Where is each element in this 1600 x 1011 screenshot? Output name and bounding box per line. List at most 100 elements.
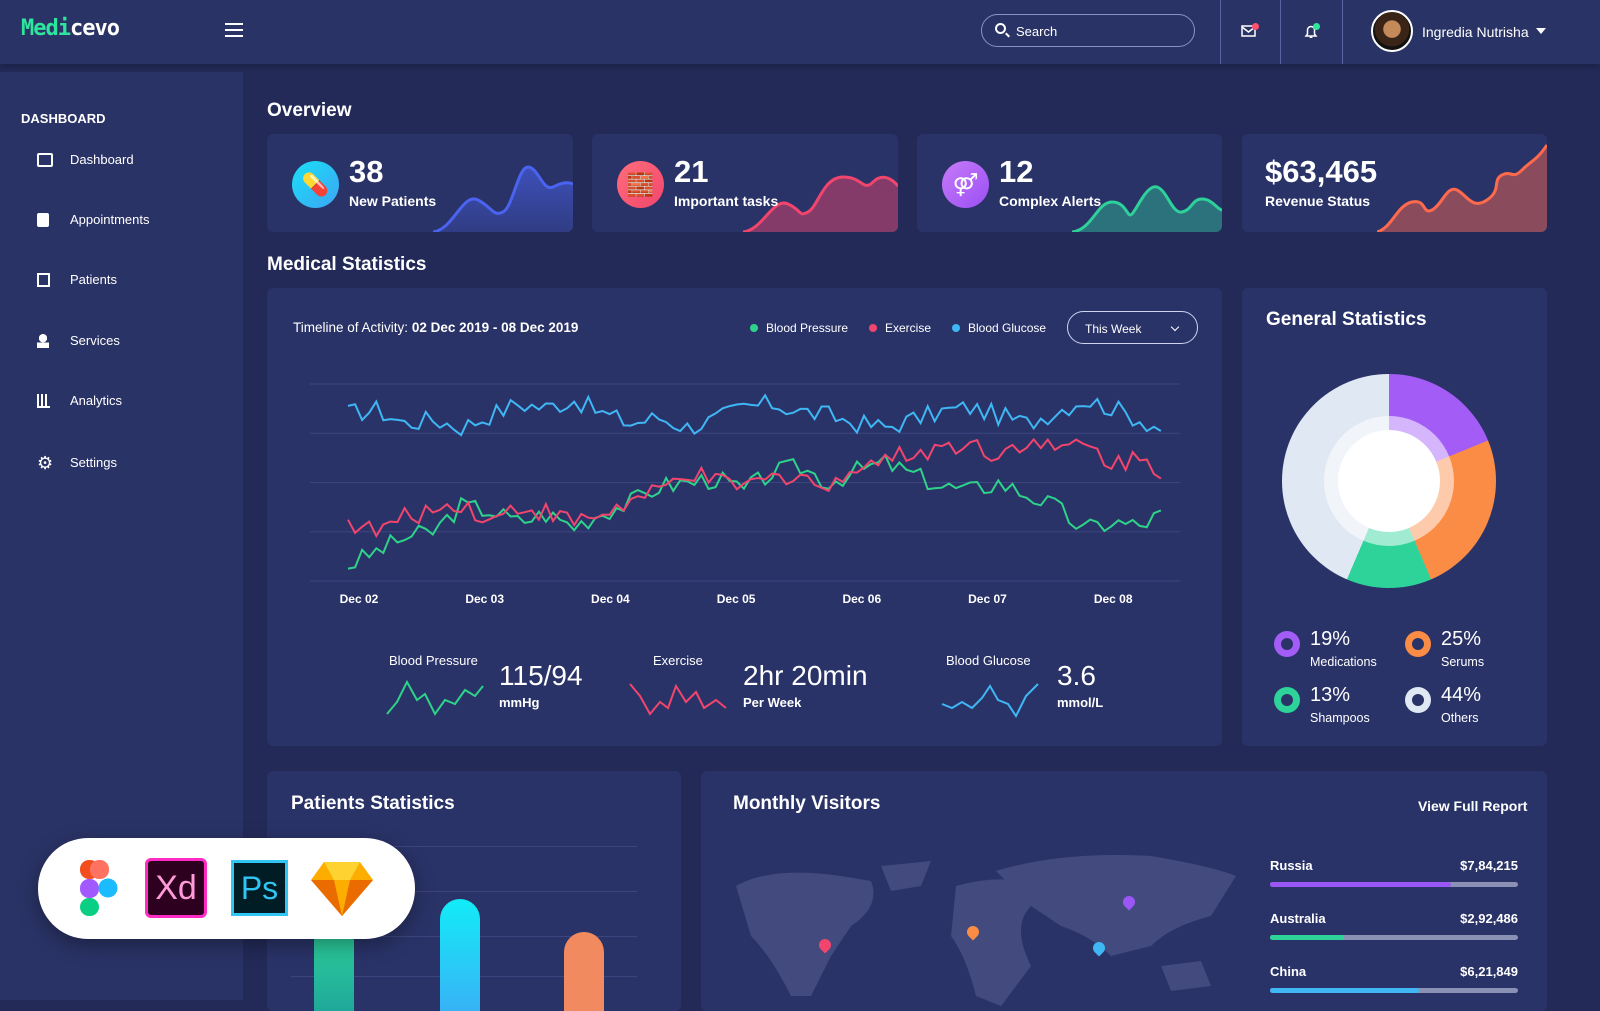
x-tick-label: Dec 06	[842, 592, 882, 606]
legend-percent: 44%	[1441, 684, 1482, 706]
legend-percent: 13%	[1310, 684, 1351, 706]
legend-blood-pressure[interactable]: Blood Pressure	[750, 321, 848, 335]
ring-icon	[1274, 631, 1300, 657]
patients-bar[interactable]	[564, 932, 604, 1011]
ring-icon	[1405, 631, 1431, 657]
stat-card-new-patients[interactable]: 💊 38 New Patients	[267, 134, 573, 232]
chevron-down-icon[interactable]	[1536, 28, 1546, 34]
top-header	[0, 0, 1600, 64]
divider	[1342, 0, 1343, 64]
series-line-exercise[interactable]	[347, 437, 1162, 539]
stat-value: 2hr 20min	[743, 660, 868, 691]
bricks-icon: 🧱	[617, 161, 664, 208]
country-progress	[1270, 935, 1518, 940]
medical-statistics-title: Medical Statistics	[267, 254, 427, 275]
avatar[interactable]	[1371, 10, 1413, 52]
divider	[1280, 0, 1281, 64]
x-tick-label: Dec 07	[968, 592, 1007, 606]
legend-label: Others	[1441, 711, 1479, 725]
menu-toggle-icon[interactable]	[225, 23, 243, 37]
sparkline	[1072, 185, 1222, 232]
series-line-blood-glucose[interactable]	[347, 393, 1162, 437]
sidebar-item-appointments[interactable]: Appointments	[37, 212, 150, 227]
country-row: Australia $2,92,486	[1270, 911, 1518, 940]
ring-icon	[1405, 687, 1431, 713]
stat-value: 38	[349, 154, 384, 189]
sparkline	[1377, 144, 1547, 232]
sidebar-item-analytics[interactable]: Analytics	[37, 393, 122, 408]
timeline-label: Timeline of Activity: 02 Dec 2019 - 08 D…	[293, 320, 579, 335]
country-amount: $2,92,486	[1460, 911, 1518, 926]
legend-percent: 19%	[1310, 628, 1351, 650]
adobe-xd-logo-icon: Xd	[145, 858, 207, 918]
country-row: China $6,21,849	[1270, 964, 1518, 993]
patients-bar[interactable]	[440, 899, 480, 1011]
search-input[interactable]: Search	[981, 14, 1195, 47]
stat-value: 21	[674, 154, 709, 189]
design-tools-badge: Xd Ps	[38, 838, 415, 939]
divider	[1220, 0, 1221, 64]
stat-card-revenue[interactable]: $63,465 Revenue Status	[1242, 134, 1547, 232]
mail-badge	[1252, 23, 1259, 30]
logo[interactable]: Medicevo	[21, 16, 120, 41]
legend-label: Medications	[1310, 655, 1377, 669]
stat-label: Revenue Status	[1265, 193, 1371, 209]
x-tick-label: Dec 08	[1093, 592, 1133, 606]
monitor-icon	[37, 152, 53, 167]
document-icon	[37, 212, 49, 227]
stat-unit: Per Week	[743, 695, 802, 710]
patients-statistics-title: Patients Statistics	[291, 793, 455, 814]
stat-label: Blood Pressure	[389, 653, 478, 668]
monthly-visitors-title: Monthly Visitors	[733, 793, 881, 814]
pill-icon: 💊	[292, 161, 339, 208]
stat-label: Important tasks	[674, 193, 779, 209]
sparkline	[433, 165, 573, 232]
stat-label: Complex Alerts	[999, 193, 1102, 209]
stat-unit: mmol/L	[1057, 695, 1104, 710]
country-progress	[1270, 882, 1518, 887]
country-name: China	[1270, 964, 1307, 979]
legend-blood-glucose[interactable]: Blood Glucose	[952, 321, 1046, 335]
stat-value: $63,465	[1265, 154, 1378, 189]
range-select[interactable]: This Week	[1067, 311, 1198, 344]
country-name: Russia	[1270, 858, 1313, 873]
user-name[interactable]: Ingredia Nutrisha	[1422, 24, 1529, 40]
sidebar-item-patients[interactable]: Patients	[37, 272, 117, 287]
bell-icon[interactable]	[1304, 24, 1320, 38]
series-line-blood-pressure[interactable]	[347, 453, 1162, 570]
legend-label: Serums	[1441, 655, 1485, 669]
activity-line-chart	[310, 383, 1180, 582]
world-map	[736, 855, 1236, 1006]
sparkline	[743, 175, 898, 232]
mini-sparkline	[941, 683, 1039, 718]
stat-label: New Patients	[349, 193, 437, 209]
gear-icon: ⚙	[37, 452, 54, 473]
x-tick-label: Dec 03	[465, 592, 505, 606]
country-progress	[1270, 988, 1518, 993]
stat-label: Exercise	[653, 653, 703, 668]
stat-value: 12	[999, 154, 1034, 189]
legend-exercise[interactable]: Exercise	[869, 321, 931, 335]
photoshop-logo-icon: Ps	[231, 860, 288, 916]
x-tick-label: Dec 02	[339, 592, 379, 606]
user-service-icon	[37, 333, 49, 348]
x-tick-label: Dec 05	[716, 592, 756, 606]
medical-statistics-card	[267, 288, 1222, 746]
x-tick-label: Dec 04	[591, 592, 630, 606]
sketch-logo-icon	[311, 862, 373, 916]
stat-card-important-tasks[interactable]: 🧱 21 Important tasks	[592, 134, 898, 232]
stat-card-complex-alerts[interactable]: ⚤ 12 Complex Alerts	[917, 134, 1222, 232]
country-amount: $6,21,849	[1460, 964, 1518, 979]
sidebar-item-services[interactable]: Services	[37, 333, 120, 348]
legend-label: Shampoos	[1310, 711, 1370, 725]
sidebar-item-dashboard[interactable]: Dashboard	[37, 152, 134, 167]
country-amount: $7,84,215	[1460, 858, 1518, 873]
view-full-report-link[interactable]: View Full Report	[1418, 798, 1528, 814]
country-name: Australia	[1270, 911, 1326, 926]
donut-chart	[1282, 374, 1496, 588]
bell-badge	[1313, 23, 1320, 30]
sidebar-item-settings[interactable]: ⚙ Settings	[37, 452, 117, 473]
stat-value: 115/94	[499, 660, 583, 691]
stat-label: Blood Glucose	[946, 653, 1031, 668]
legend-percent: 25%	[1441, 628, 1482, 650]
